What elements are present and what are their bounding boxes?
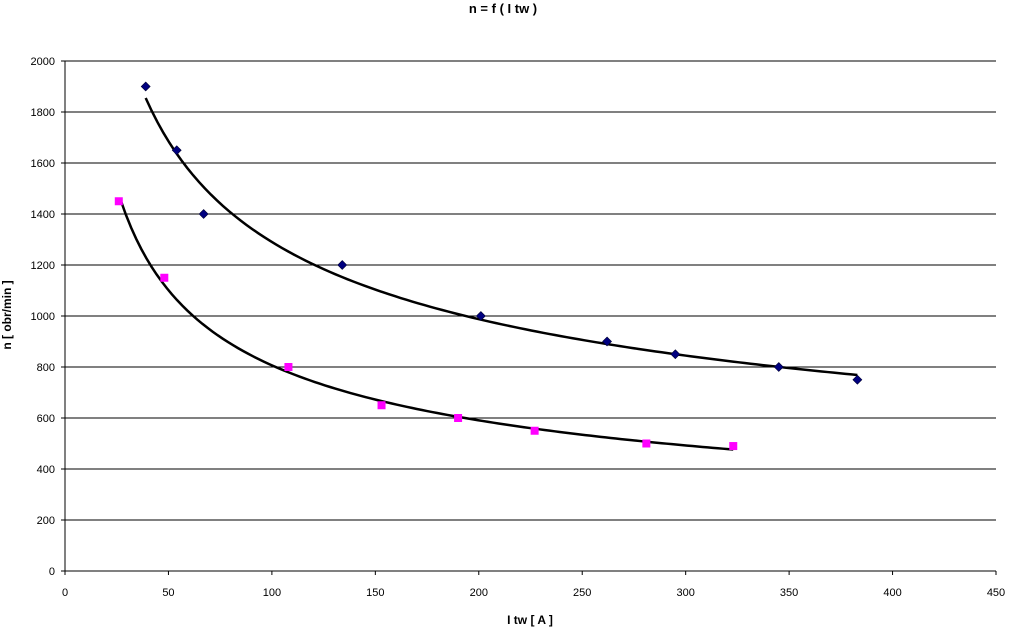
x-axis-title: I tw [ A ] bbox=[507, 613, 553, 627]
x-tick-label: 450 bbox=[987, 587, 1005, 599]
x-tick-label: 350 bbox=[780, 587, 798, 599]
y-tick-label: 200 bbox=[37, 515, 55, 527]
data-point-series-1 bbox=[773, 362, 784, 372]
trendlines bbox=[119, 97, 858, 451]
axes bbox=[61, 60, 997, 575]
x-tick-label: 50 bbox=[162, 587, 174, 599]
x-tick-labels: 0 50 100 150 200 250 300 350 400 450 bbox=[62, 587, 1005, 599]
data-point-series-1 bbox=[337, 260, 348, 270]
x-tick-label: 250 bbox=[573, 587, 591, 599]
data-point-series-1 bbox=[171, 145, 182, 156]
y-tick-label: 400 bbox=[37, 464, 55, 476]
x-tick-label: 100 bbox=[263, 587, 281, 599]
data-point-series-2 bbox=[454, 414, 463, 422]
trendline-series-2 bbox=[119, 200, 734, 451]
gridlines bbox=[65, 60, 996, 521]
data-point-series-2 bbox=[377, 401, 386, 410]
data-point-series-2 bbox=[530, 426, 539, 435]
data-point-series-1 bbox=[475, 311, 486, 321]
data-point-series-2 bbox=[642, 439, 651, 448]
data-points bbox=[114, 81, 863, 451]
x-tick-label: 0 bbox=[62, 587, 68, 599]
x-tick-label: 300 bbox=[676, 587, 694, 599]
data-point-series-2 bbox=[284, 363, 293, 371]
data-point-series-2 bbox=[729, 442, 738, 451]
data-point-series-1 bbox=[602, 336, 612, 347]
x-tick-label: 150 bbox=[366, 587, 384, 599]
x-tick-label: 200 bbox=[470, 587, 488, 599]
y-tick-label: 1800 bbox=[31, 107, 55, 119]
x-tick-label: 400 bbox=[883, 587, 901, 599]
y-tick-labels: 0 200 400 600 800 1000 1200 1400 1600 1800 2000 bbox=[31, 56, 55, 578]
y-tick-label: 1000 bbox=[31, 311, 55, 323]
y-tick-label: 600 bbox=[37, 413, 55, 425]
data-point-series-1 bbox=[670, 349, 681, 360]
y-tick-label: 1400 bbox=[31, 209, 55, 221]
y-axis-title: n [ obr/min ] bbox=[0, 280, 14, 349]
chart-title: n = f ( I tw ) bbox=[469, 1, 537, 16]
data-point-series-1 bbox=[198, 209, 209, 219]
y-tick-label: 2000 bbox=[31, 56, 55, 68]
y-tick-label: 0 bbox=[49, 566, 55, 578]
trendline-series-1 bbox=[144, 97, 858, 377]
data-point-series-2 bbox=[160, 273, 169, 282]
data-point-series-2 bbox=[114, 197, 123, 206]
data-point-series-1 bbox=[852, 374, 863, 385]
y-tick-label: 1200 bbox=[31, 260, 55, 272]
y-tick-label: 800 bbox=[37, 362, 55, 374]
data-point-series-1 bbox=[140, 81, 151, 92]
y-tick-label: 1600 bbox=[31, 158, 55, 170]
